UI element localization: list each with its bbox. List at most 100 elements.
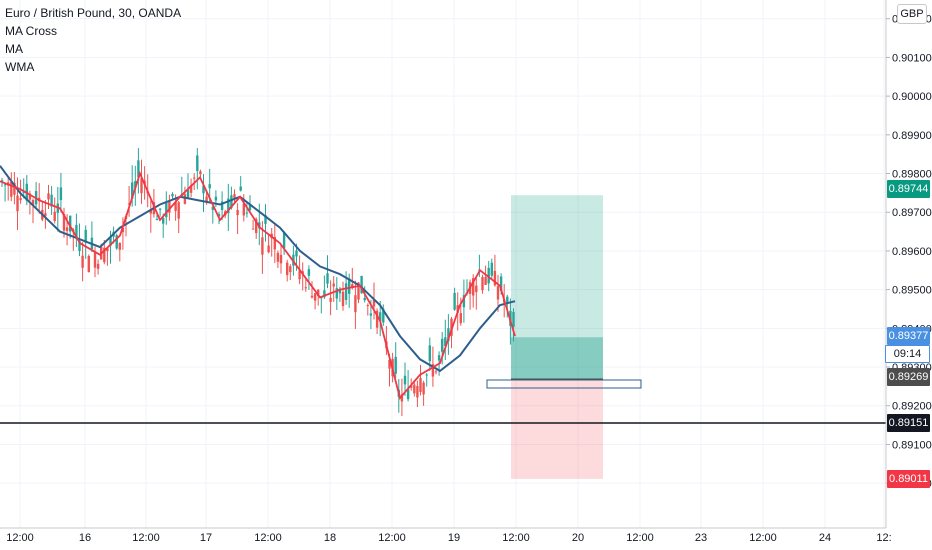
candle-body (499, 276, 503, 292)
candle-body (279, 254, 283, 264)
time-tick-label: 12:00 (749, 532, 777, 544)
time-tick-label: 12:00 (378, 532, 406, 544)
candle-body (425, 374, 428, 376)
candle-body (205, 196, 208, 202)
candle-body (62, 214, 66, 231)
indicator-lines (0, 165, 516, 400)
candle-body (338, 288, 342, 294)
candle-body (193, 177, 196, 179)
candle-body (127, 203, 131, 205)
candle-body (369, 313, 373, 316)
time-tick-label: 12:00 (626, 532, 654, 544)
candle-body (140, 178, 143, 194)
current-price-label: 0.89377 (887, 327, 930, 345)
candle-body (475, 285, 478, 293)
candle-body (276, 252, 280, 262)
price-tick-label: 0.89500 (892, 285, 932, 297)
indicator-ma[interactable]: MA (5, 42, 23, 56)
candle-body (487, 267, 490, 284)
position-zones (511, 195, 603, 479)
candle-body (44, 213, 47, 217)
candle-body (273, 236, 276, 250)
candle-body (149, 209, 152, 214)
candle-body (472, 278, 475, 296)
candle-body (406, 389, 410, 400)
candle-body (332, 283, 335, 287)
candle-body (326, 273, 329, 284)
candle-body (400, 394, 404, 402)
profit-zone-filled (511, 337, 603, 380)
candle-body (394, 356, 397, 374)
time-tick-label: 18 (324, 532, 336, 544)
candle-body (348, 278, 351, 294)
candle-body (431, 364, 435, 377)
candle-body (10, 181, 13, 197)
candle-body (137, 160, 140, 178)
candle-body (186, 189, 190, 198)
candle-body (81, 255, 84, 268)
candle-body (267, 245, 270, 253)
price-tick-label: 0.89800 (892, 169, 932, 181)
candle-body (115, 235, 118, 249)
candle-body (16, 195, 19, 212)
candle-body (434, 371, 438, 373)
candle-body (217, 214, 221, 217)
time-tick-label: 19 (448, 532, 460, 544)
candle-body (211, 206, 214, 210)
candle-body (459, 313, 462, 324)
time-tick-label: 24 (819, 532, 831, 544)
candle-body (453, 292, 456, 310)
candle-body (307, 269, 311, 276)
candle-body (230, 195, 233, 208)
currency-button[interactable]: GBP (897, 4, 927, 24)
candle-body (341, 291, 345, 307)
candle-body (134, 181, 137, 189)
candle-body (131, 182, 134, 199)
candle-body (360, 275, 363, 294)
candle-body (289, 266, 292, 273)
candle-body (242, 203, 245, 216)
candle-body (490, 262, 493, 276)
candle-body (354, 295, 357, 313)
candle-body (208, 184, 211, 189)
candle-body (28, 193, 32, 200)
candle-body (196, 155, 199, 172)
candle-body (282, 232, 286, 249)
candle-body (329, 297, 332, 302)
loss-zone (511, 379, 603, 479)
series-line-ma (0, 165, 516, 373)
entry-box (486, 379, 642, 389)
candle-body (168, 201, 171, 213)
indicator-ma-cross[interactable]: MA Cross (5, 24, 58, 38)
candle-body (183, 194, 187, 204)
time-tick-label: 20 (572, 532, 584, 544)
take-profit-label: 0.89744 (887, 180, 930, 198)
candle-body (255, 219, 258, 234)
candle-body (428, 345, 431, 362)
candle-body (19, 198, 22, 201)
time-axis-ticks: 12:00 16 12:00 17 12:00 18 12:00 19 12:00 20 12:00… (6, 532, 891, 544)
candle-body (375, 310, 379, 328)
candle-body (245, 212, 249, 214)
candle-body (121, 227, 125, 233)
candle-body (96, 263, 100, 269)
time-tick-label: 17 (200, 532, 212, 544)
candle-body (437, 355, 441, 361)
candle-body (177, 202, 180, 219)
candle-body (251, 228, 255, 230)
candle-body (410, 385, 413, 388)
price-tick-label: 0.89200 (892, 401, 932, 413)
candle-body (382, 308, 385, 323)
candle-body (264, 215, 267, 224)
candle-body (286, 262, 289, 276)
indicator-wma[interactable]: WMA (5, 60, 35, 74)
candle-body (189, 185, 193, 193)
candle-body (357, 282, 360, 300)
candle-body (304, 287, 307, 289)
price-tick-label: 0.90000 (892, 91, 932, 103)
candle-body (506, 296, 509, 304)
time-tick-label: 12:00 (132, 532, 160, 544)
time-tick-label: 12:00 (6, 532, 34, 544)
candlesticks (0, 148, 515, 417)
